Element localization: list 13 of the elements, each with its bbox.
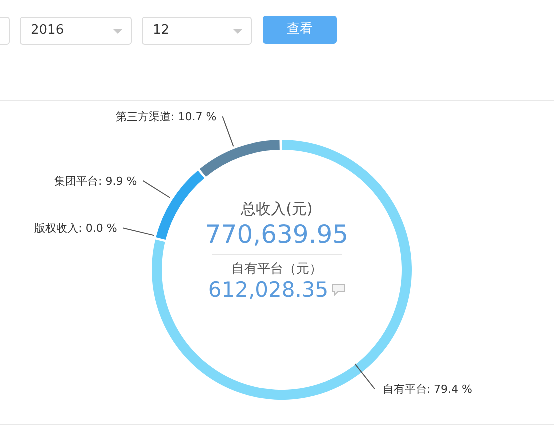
- text: 770,639.95: [204, 220, 350, 249]
- donut-slice: [156, 170, 205, 240]
- donut-slice: [200, 140, 280, 178]
- text: 2016: [31, 23, 64, 38]
- text: 总收入(元): [240, 200, 314, 219]
- text: 查看: [263, 16, 337, 44]
- slice-label: 集团平台: 9.9 %: [54, 174, 138, 188]
- text: 自有平台（元）: [230, 261, 324, 278]
- slice-label: 自有平台: 79.4 %: [382, 383, 473, 396]
- text: 612,028.35: [208, 278, 329, 302]
- legend-label: 版权收入: 0.0 %: [34, 222, 118, 236]
- slice-label: 第三方渠道: 10.7 %: [116, 110, 217, 124]
- text: 12: [153, 23, 170, 38]
